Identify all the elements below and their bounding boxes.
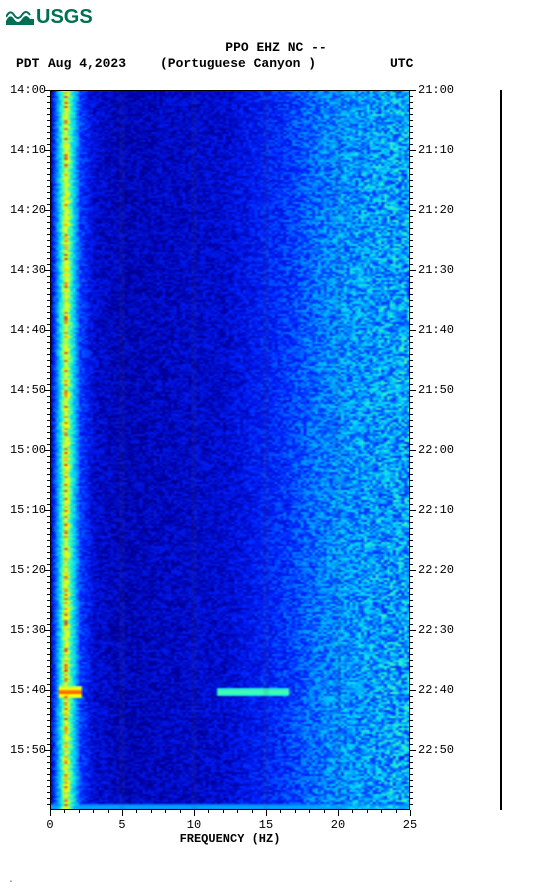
x-axis-label: FREQUENCY (HZ): [50, 832, 410, 846]
y-tick-right: [410, 90, 416, 91]
y-label-right: 22:40: [418, 683, 458, 697]
usgs-wave-icon: [6, 11, 34, 25]
date-label: Aug 4,2023: [48, 56, 126, 71]
y-tick-right: [410, 690, 416, 691]
colorbar-axis: [500, 90, 502, 810]
y-tick-right: [410, 390, 416, 391]
x-tick: [50, 810, 51, 816]
y-tick-right: [410, 450, 416, 451]
x-label: 15: [259, 818, 273, 832]
y-label-left: 14:30: [6, 263, 46, 277]
y-label-right: 22:00: [418, 443, 458, 457]
x-label: 10: [187, 818, 201, 832]
y-label-left: 15:10: [6, 503, 46, 517]
y-tick-right: [410, 510, 416, 511]
y-label-left: 14:50: [6, 383, 46, 397]
y-label-right: 22:30: [418, 623, 458, 637]
y-label-right: 21:20: [418, 203, 458, 217]
tz-right-label: UTC: [390, 56, 413, 71]
y-label-right: 22:10: [418, 503, 458, 517]
y-label-right: 21:50: [418, 383, 458, 397]
y-tick-right: [410, 330, 416, 331]
x-tick: [410, 810, 411, 816]
y-label-right: 21:10: [418, 143, 458, 157]
y-label-left: 15:30: [6, 623, 46, 637]
x-label: 25: [403, 818, 417, 832]
y-tick-right: [410, 210, 416, 211]
location-label: (Portuguese Canyon ): [160, 56, 316, 71]
spectrogram-plot: [50, 90, 410, 810]
y-label-left: 15:20: [6, 563, 46, 577]
y-label-right: 21:30: [418, 263, 458, 277]
x-label: 5: [118, 818, 125, 832]
usgs-text: USGS: [36, 6, 93, 29]
x-tick: [194, 810, 195, 816]
y-label-left: 15:00: [6, 443, 46, 457]
y-label-right: 22:50: [418, 743, 458, 757]
x-tick: [266, 810, 267, 816]
tz-left-label: PDT: [16, 56, 39, 71]
y-label-left: 14:40: [6, 323, 46, 337]
y-tick-right: [410, 270, 416, 271]
usgs-logo: USGS: [6, 6, 93, 29]
y-label-right: 21:40: [418, 323, 458, 337]
y-tick-right: [410, 150, 416, 151]
x-tick: [338, 810, 339, 816]
y-tick-right: [410, 570, 416, 571]
footer-mark: ·: [8, 877, 14, 888]
y-label-right: 22:20: [418, 563, 458, 577]
y-label-left: 14:00: [6, 83, 46, 97]
station-title: PPO EHZ NC --: [0, 40, 552, 55]
x-tick: [122, 810, 123, 816]
y-label-left: 15:40: [6, 683, 46, 697]
spectrogram-canvas: [50, 90, 410, 810]
x-label: 0: [46, 818, 53, 832]
y-label-left: 15:50: [6, 743, 46, 757]
y-tick-right: [410, 750, 416, 751]
y-label-right: 21:00: [418, 83, 458, 97]
y-label-left: 14:20: [6, 203, 46, 217]
y-label-left: 14:10: [6, 143, 46, 157]
x-label: 20: [331, 818, 345, 832]
y-tick-right: [410, 630, 416, 631]
